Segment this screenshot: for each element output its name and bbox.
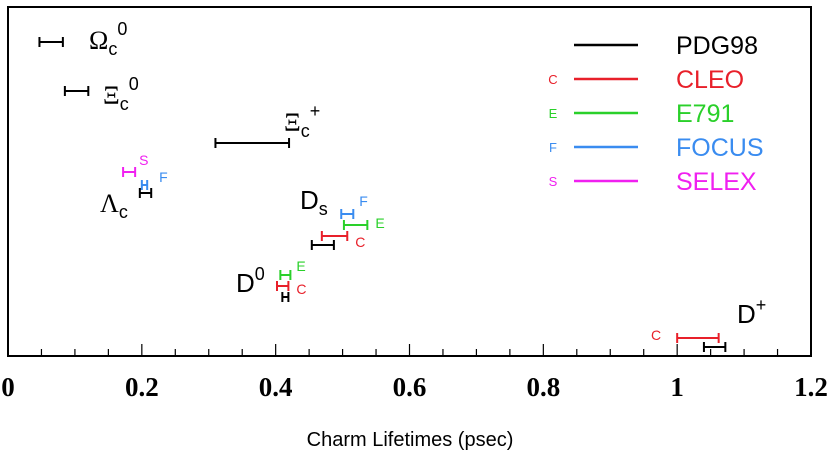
experiment-marker: E: [375, 215, 384, 231]
legend-label: PDG98: [676, 32, 758, 60]
experiment-marker: C: [651, 327, 661, 343]
particle-label-ds: Ds: [300, 185, 328, 219]
error-bars: [38, 37, 727, 352]
x-axis-label: Charm Lifetimes (psec): [307, 429, 514, 451]
legend-marker: C: [548, 72, 557, 87]
x-axis-tick-labels: 0 0.2 0.4 0.6 0.8 1 1.2: [1, 372, 828, 402]
particle-label-omega-c0: Ωc0: [89, 19, 127, 59]
experiment-marker: C: [296, 281, 306, 297]
x-axis-ticks: [7, 344, 812, 356]
particle-labels: Ωc0 Ξc0 Ξc+ Λc Ds D0 D+: [89, 19, 766, 329]
x-tick-label: 0.8: [526, 372, 560, 402]
experiment-marker: E: [296, 258, 305, 274]
particle-label-lambda-c: Λc: [100, 189, 128, 222]
x-tick-label: 1.2: [794, 372, 828, 402]
legend-marker: F: [549, 140, 557, 155]
legend-label: FOCUS: [676, 134, 764, 162]
experiment-marker: S: [139, 152, 148, 168]
particle-label-xi-cplus: Ξc+: [284, 101, 320, 141]
x-tick-label: 0: [1, 372, 15, 402]
legend: PDG98 C CLEO E E791 F FOCUS S SELEX: [548, 32, 763, 196]
x-tick-label: 0.6: [393, 372, 427, 402]
x-tick-label: 1: [670, 372, 684, 402]
particle-label-dplus: D+: [737, 295, 766, 329]
legend-label: E791: [676, 100, 734, 128]
legend-marker: S: [549, 174, 558, 189]
experiment-marker: F: [359, 193, 368, 209]
x-tick-label: 0.4: [259, 372, 293, 402]
x-tick-label: 0.2: [125, 372, 159, 402]
legend-label: CLEO: [676, 66, 744, 94]
legend-label: SELEX: [676, 168, 757, 196]
particle-label-xi-c0: Ξc0: [103, 74, 139, 114]
particle-label-d0: D0: [236, 264, 265, 298]
experiment-marker: F: [159, 169, 168, 185]
experiment-marker: C: [355, 234, 365, 250]
legend-marker: E: [549, 106, 558, 121]
